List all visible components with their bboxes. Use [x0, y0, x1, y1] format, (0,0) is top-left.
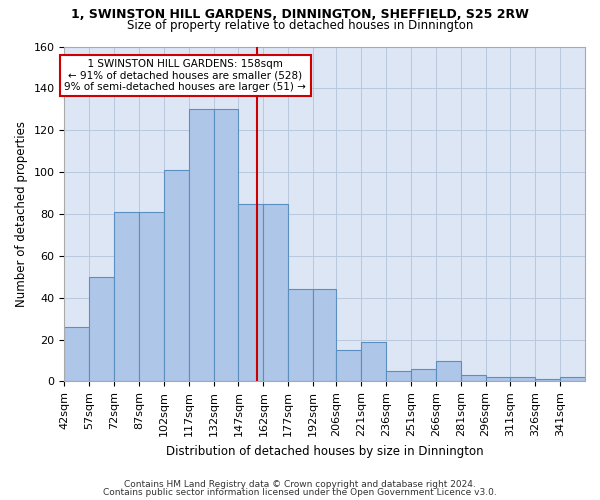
- Bar: [114, 212, 139, 382]
- Bar: [139, 212, 164, 382]
- Bar: [411, 369, 436, 382]
- Bar: [485, 378, 511, 382]
- Bar: [238, 204, 263, 382]
- Text: Contains HM Land Registry data © Crown copyright and database right 2024.: Contains HM Land Registry data © Crown c…: [124, 480, 476, 489]
- Text: 1 SWINSTON HILL GARDENS: 158sqm  
← 91% of detached houses are smaller (528)
9% : 1 SWINSTON HILL GARDENS: 158sqm ← 91% of…: [64, 59, 307, 92]
- Bar: [164, 170, 189, 382]
- Bar: [263, 204, 288, 382]
- Bar: [535, 380, 560, 382]
- Bar: [361, 342, 386, 382]
- Bar: [436, 360, 461, 382]
- Bar: [89, 277, 114, 382]
- Text: Size of property relative to detached houses in Dinnington: Size of property relative to detached ho…: [127, 19, 473, 32]
- Bar: [511, 378, 535, 382]
- Bar: [461, 375, 485, 382]
- Bar: [313, 290, 337, 382]
- Bar: [337, 350, 361, 382]
- Bar: [560, 378, 585, 382]
- Bar: [214, 110, 238, 382]
- X-axis label: Distribution of detached houses by size in Dinnington: Distribution of detached houses by size …: [166, 444, 484, 458]
- Text: 1, SWINSTON HILL GARDENS, DINNINGTON, SHEFFIELD, S25 2RW: 1, SWINSTON HILL GARDENS, DINNINGTON, SH…: [71, 8, 529, 20]
- Bar: [386, 371, 411, 382]
- Bar: [189, 110, 214, 382]
- Y-axis label: Number of detached properties: Number of detached properties: [15, 121, 28, 307]
- Bar: [64, 327, 89, 382]
- Text: Contains public sector information licensed under the Open Government Licence v3: Contains public sector information licen…: [103, 488, 497, 497]
- Bar: [288, 290, 313, 382]
